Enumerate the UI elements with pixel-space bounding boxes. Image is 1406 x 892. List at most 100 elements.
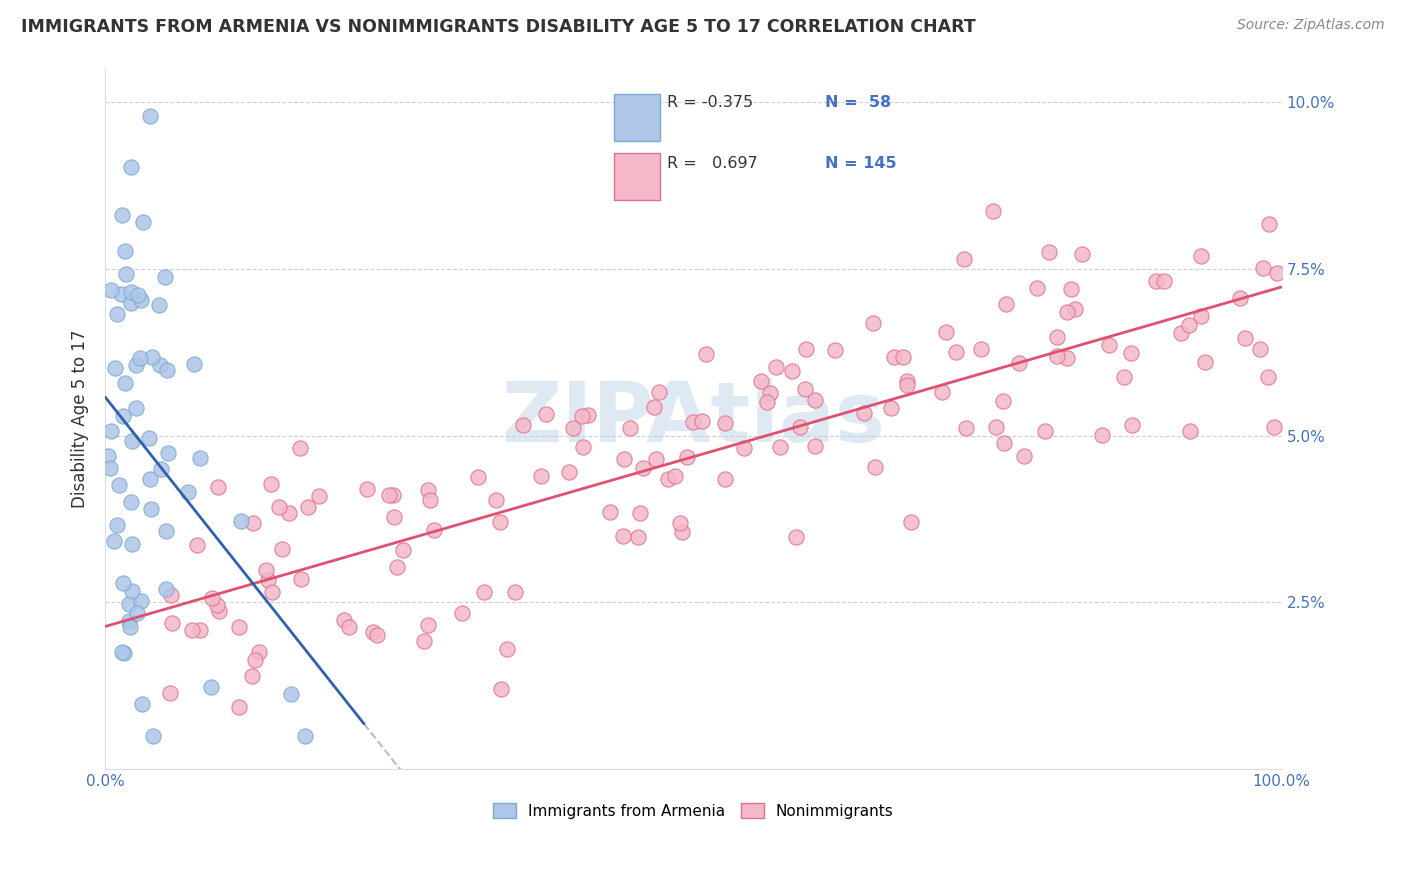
Point bbox=[125, 401, 148, 416]
Point bbox=[451, 607, 474, 621]
Point bbox=[339, 620, 361, 634]
Point bbox=[139, 109, 162, 123]
Point bbox=[201, 591, 224, 605]
Point bbox=[900, 515, 922, 529]
Point bbox=[117, 614, 139, 628]
Point bbox=[1060, 282, 1083, 296]
Point bbox=[138, 431, 160, 445]
Point bbox=[385, 559, 408, 574]
Legend: Immigrants from Armenia, Nonimmigrants: Immigrants from Armenia, Nonimmigrants bbox=[486, 797, 900, 825]
Point bbox=[1008, 356, 1031, 370]
Point bbox=[418, 618, 440, 632]
Point bbox=[824, 343, 846, 357]
Point bbox=[120, 495, 142, 509]
Point bbox=[1258, 217, 1281, 231]
Point bbox=[1170, 326, 1192, 341]
Point bbox=[485, 492, 508, 507]
Point bbox=[228, 699, 250, 714]
Point bbox=[1144, 274, 1167, 288]
Point bbox=[141, 350, 163, 364]
Point bbox=[576, 408, 599, 422]
Point bbox=[107, 478, 129, 492]
Point bbox=[356, 482, 378, 496]
Point bbox=[572, 440, 595, 454]
Point bbox=[110, 286, 132, 301]
Point bbox=[534, 407, 557, 421]
Point bbox=[862, 316, 884, 330]
Point bbox=[98, 461, 121, 475]
Point bbox=[183, 357, 205, 371]
Point bbox=[769, 440, 792, 454]
Point bbox=[297, 500, 319, 515]
Point bbox=[131, 698, 153, 712]
Point bbox=[229, 514, 252, 528]
Point bbox=[782, 364, 804, 378]
Point bbox=[935, 325, 957, 339]
Point bbox=[993, 435, 1015, 450]
Point bbox=[262, 585, 284, 599]
Point bbox=[1265, 266, 1288, 280]
Point bbox=[188, 450, 211, 465]
Point bbox=[1071, 247, 1094, 261]
Point bbox=[664, 468, 686, 483]
Point bbox=[120, 161, 142, 175]
Point bbox=[682, 416, 704, 430]
Point bbox=[120, 285, 142, 300]
Point bbox=[599, 505, 621, 519]
Point bbox=[733, 441, 755, 455]
Point bbox=[159, 588, 181, 602]
Point bbox=[512, 417, 534, 432]
Point bbox=[970, 342, 993, 356]
Point bbox=[104, 361, 127, 376]
Point bbox=[114, 244, 136, 258]
Point bbox=[155, 524, 177, 538]
Point bbox=[1249, 342, 1271, 356]
Point bbox=[156, 363, 179, 377]
Point bbox=[1063, 301, 1085, 316]
Point bbox=[200, 680, 222, 694]
Point bbox=[129, 293, 152, 307]
Point bbox=[242, 516, 264, 530]
Point bbox=[155, 582, 177, 596]
Point bbox=[945, 345, 967, 359]
Point bbox=[803, 439, 825, 453]
Point bbox=[97, 449, 120, 463]
Point bbox=[132, 215, 155, 229]
Point bbox=[759, 386, 782, 401]
Point bbox=[361, 625, 384, 640]
Point bbox=[1251, 260, 1274, 275]
Point bbox=[242, 669, 264, 683]
Point bbox=[205, 598, 228, 612]
Point bbox=[128, 351, 150, 366]
Point bbox=[105, 307, 128, 321]
Point bbox=[530, 469, 553, 483]
Point bbox=[1189, 309, 1212, 323]
Point bbox=[491, 682, 513, 697]
Point bbox=[676, 450, 699, 464]
Point bbox=[1121, 417, 1143, 432]
Point bbox=[121, 434, 143, 448]
Point bbox=[472, 585, 495, 599]
Point bbox=[381, 488, 404, 502]
Point bbox=[188, 624, 211, 638]
Point bbox=[111, 409, 134, 424]
Point bbox=[1189, 249, 1212, 263]
Point bbox=[931, 385, 953, 400]
Point bbox=[1121, 346, 1143, 360]
Point bbox=[260, 477, 283, 491]
Point bbox=[228, 620, 250, 634]
Point bbox=[619, 420, 641, 434]
Point bbox=[645, 452, 668, 467]
Point bbox=[148, 359, 170, 373]
Point bbox=[121, 537, 143, 551]
Point bbox=[418, 483, 440, 497]
Point bbox=[186, 539, 208, 553]
Point bbox=[162, 615, 184, 630]
Point bbox=[1025, 281, 1047, 295]
Point bbox=[120, 296, 142, 310]
Point bbox=[631, 461, 654, 475]
Point bbox=[1038, 244, 1060, 259]
Point bbox=[112, 646, 135, 660]
Point bbox=[208, 604, 231, 618]
Point bbox=[245, 653, 267, 667]
